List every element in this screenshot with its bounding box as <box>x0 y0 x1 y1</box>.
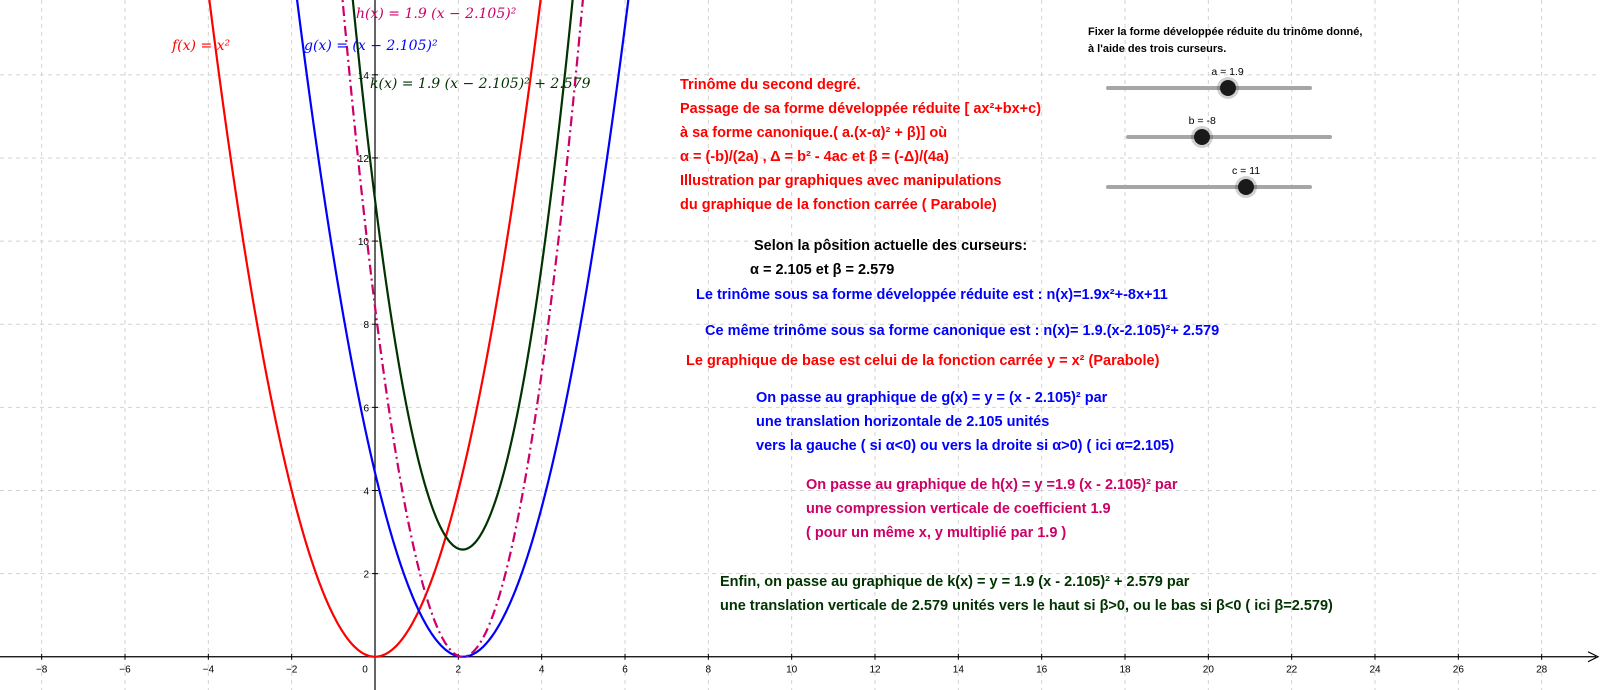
x-tick-label: −6 <box>119 665 131 676</box>
x-tick-label: −8 <box>36 665 48 676</box>
x-tick-label: 20 <box>1203 665 1215 676</box>
slider-b[interactable]: b = -8 <box>1126 115 1332 145</box>
curve-label-g: g(x) = (x − 2.105)² <box>304 38 438 54</box>
x-tick-label: 14 <box>953 665 965 676</box>
slider-track[interactable] <box>1106 185 1312 189</box>
y-tick-label: 4 <box>363 486 369 497</box>
x-tick-label: 8 <box>706 665 712 676</box>
title-line: α = (-b)/(2a) , Δ = b² - 4ac et β = (-Δ)… <box>680 149 949 165</box>
step-g-line: vers la gauche ( si α<0) ou vers la droi… <box>756 438 1175 454</box>
instruction-line: Fixer la forme développée réduite du tri… <box>1088 26 1363 38</box>
step-g-line: une translation horizontale de 2.105 uni… <box>756 414 1050 430</box>
title-line: Trinôme du second degré. <box>680 77 861 93</box>
step-h-line: On passe au graphique de h(x) = y =1.9 (… <box>806 477 1178 493</box>
y-tick-label: 8 <box>363 320 369 331</box>
curves <box>208 0 630 658</box>
x-tick-label: 22 <box>1286 665 1298 676</box>
x-tick-label: 16 <box>1036 665 1048 676</box>
y-tick-label: 10 <box>358 237 370 248</box>
title-line: Illustration par graphiques avec manipul… <box>680 173 1002 189</box>
tick-labels: −8 −6 −4 −2 0 2 4 6 8 10 12 14 16 18 20 22 24 26 282468101… <box>36 71 1548 676</box>
y-tick-label: 14 <box>358 71 370 82</box>
y-tick-label: 12 <box>358 154 370 165</box>
x-tick-label: 24 <box>1369 665 1381 676</box>
x-tick-label: 10 <box>786 665 798 676</box>
step-k-line: Enfin, on passe au graphique de k(x) = y… <box>720 574 1190 590</box>
title-line: du graphique de la fonction carrée ( Par… <box>680 197 997 213</box>
curve-label-k: k(x) = 1.9 (x − 2.105)² + 2.579 <box>370 76 591 92</box>
slider-track[interactable] <box>1106 86 1312 90</box>
slider-track[interactable] <box>1126 135 1332 139</box>
curve-label-h: h(x) = 1.9 (x − 2.105)² <box>356 6 517 22</box>
x-tick-label: 0 <box>362 665 368 676</box>
canonical-form-text: Ce même trinôme sous sa forme canonique … <box>705 323 1220 339</box>
step-k-text: Enfin, on passe au graphique de k(x) = y… <box>720 570 1333 618</box>
curve-g <box>295 0 630 658</box>
x-tick-label: 6 <box>622 665 628 676</box>
step-g-text: On passe au graphique de g(x) = y = (x -… <box>756 386 1174 458</box>
step-h-text: On passe au graphique de h(x) = y =1.9 (… <box>806 473 1178 545</box>
title-block: Trinôme du second degré. Passage de sa f… <box>680 73 1041 217</box>
instruction-line: à l'aide des trois curseurs. <box>1088 43 1227 55</box>
developed-form-text: Le trinôme sous sa forme développée rédu… <box>696 287 1168 303</box>
slider-a-label: a = 1.9 <box>1211 66 1244 78</box>
slider-b-label: b = -8 <box>1188 115 1216 127</box>
title-line: Passage de sa forme développée réduite [… <box>680 101 1042 117</box>
title-line: à sa forme canonique.( a.(x-α)² + β)] où <box>680 125 948 141</box>
y-tick-label: 2 <box>363 570 369 581</box>
slider-a[interactable]: a = 1.9 <box>1106 66 1312 96</box>
x-tick-label: 2 <box>456 665 462 676</box>
curve-k <box>351 0 574 551</box>
slider-b-handle[interactable] <box>1194 129 1211 145</box>
position-line-2: α = 2.105 et β = 2.579 <box>750 262 895 278</box>
curve-label-f: f(x) = x² <box>172 38 231 54</box>
curve-h <box>341 0 584 658</box>
base-graph-text: Le graphique de base est celui de la fon… <box>686 353 1160 369</box>
slider-c-handle[interactable] <box>1238 179 1255 195</box>
x-tick-label: −2 <box>286 665 298 676</box>
slider-c[interactable]: c = 11 <box>1106 165 1312 195</box>
slider-instructions: Fixer la forme développée réduite du tri… <box>1088 24 1362 58</box>
slider-a-handle[interactable] <box>1219 80 1236 96</box>
position-text: Selon la pôsition actuelle des curseurs:… <box>750 234 1028 282</box>
x-axis-arrow <box>1587 651 1600 663</box>
position-line-1: Selon la pôsition actuelle des curseurs: <box>754 238 1028 254</box>
y-tick-label: 6 <box>363 403 369 414</box>
slider-c-label: c = 11 <box>1232 165 1261 177</box>
x-tick-label: −4 <box>203 665 215 676</box>
x-tick-label: 28 <box>1536 665 1548 676</box>
x-tick-label: 12 <box>869 665 881 676</box>
step-h-line: ( pour un même x, y multiplié par 1.9 ) <box>806 525 1067 541</box>
step-g-line: On passe au graphique de g(x) = y = (x -… <box>756 390 1108 406</box>
x-tick-label: 26 <box>1453 665 1465 676</box>
step-k-line: une translation verticale de 2.579 unité… <box>720 598 1333 614</box>
curve-f <box>208 0 542 658</box>
x-tick-label: 18 <box>1119 665 1131 676</box>
step-h-line: une compression verticale de coefficient… <box>806 501 1111 517</box>
x-tick-label: 4 <box>539 665 545 676</box>
